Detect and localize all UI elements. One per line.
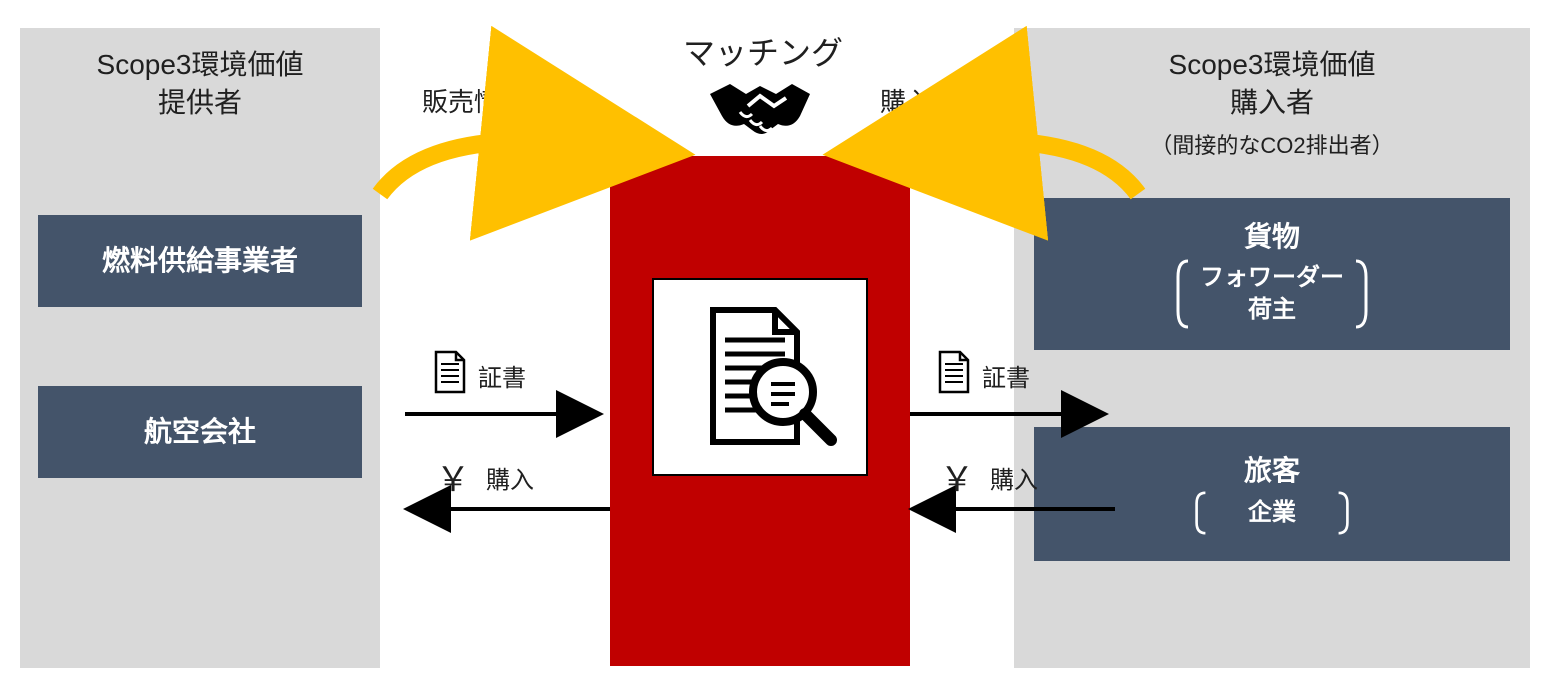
- right-title-line1: Scope3環境価値: [1169, 49, 1376, 80]
- bracket-left-icon: [1174, 259, 1192, 329]
- right-box-passenger-bracket: 企業: [1192, 491, 1352, 535]
- right-box-cargo-sub1: フォワーダー: [1200, 262, 1344, 294]
- purchase-label-right: 購入: [990, 460, 1038, 495]
- left-box-airline: 航空会社: [38, 386, 362, 478]
- curved-arrow-left: [368, 122, 628, 212]
- right-panel-title: Scope3環境価値 購入者: [1014, 28, 1530, 122]
- yen-icon-right: ￥: [940, 452, 974, 501]
- handshake-icon: [700, 72, 820, 150]
- document-search-icon: [675, 292, 845, 462]
- left-title-line1: Scope3環境価値: [97, 49, 304, 80]
- bracket-right-icon: [1334, 491, 1352, 535]
- left-box-fuel-supplier: 燃料供給事業者: [38, 215, 362, 307]
- left-box-airline-label: 航空会社: [144, 414, 256, 450]
- right-box-cargo: 貨物 フォワーダー 荷主: [1034, 198, 1510, 350]
- yen-icon-left: ￥: [436, 452, 470, 501]
- arrow-cert-right: [910, 405, 1115, 423]
- cert-label-left: 証書: [478, 358, 526, 393]
- right-box-passenger: 旅客 企業: [1034, 427, 1510, 561]
- arrow-purchase-left: [405, 500, 610, 518]
- right-title-line2: 購入者: [1230, 87, 1314, 118]
- doc-icon-right: [936, 350, 972, 394]
- purchase-label-left: 購入: [486, 460, 534, 495]
- left-panel-title: Scope3環境価値 提供者: [20, 28, 380, 122]
- right-box-passenger-title: 旅客: [1244, 453, 1300, 489]
- bracket-right-icon: [1352, 259, 1370, 329]
- matching-title: マッチング: [668, 28, 858, 74]
- right-box-cargo-sub2: 荷主: [1200, 294, 1344, 326]
- purchase-info-label: 購入情報: [880, 82, 984, 119]
- center-icon-box: [652, 278, 868, 476]
- cert-label-right: 証書: [982, 358, 1030, 393]
- curved-arrow-right: [890, 122, 1150, 212]
- right-box-passenger-sub1: 企業: [1218, 497, 1326, 529]
- arrow-purchase-right: [910, 500, 1115, 518]
- left-title-line2: 提供者: [158, 87, 242, 118]
- sales-info-label: 販売情報: [422, 82, 526, 119]
- left-box-fuel-supplier-label: 燃料供給事業者: [102, 243, 298, 279]
- right-box-cargo-bracket: フォワーダー 荷主: [1174, 259, 1370, 329]
- left-panel: Scope3環境価値 提供者: [20, 28, 380, 668]
- arrow-cert-left: [405, 405, 610, 423]
- bracket-left-icon: [1192, 491, 1210, 535]
- right-box-cargo-title: 貨物: [1244, 219, 1300, 255]
- doc-icon-left: [432, 350, 468, 394]
